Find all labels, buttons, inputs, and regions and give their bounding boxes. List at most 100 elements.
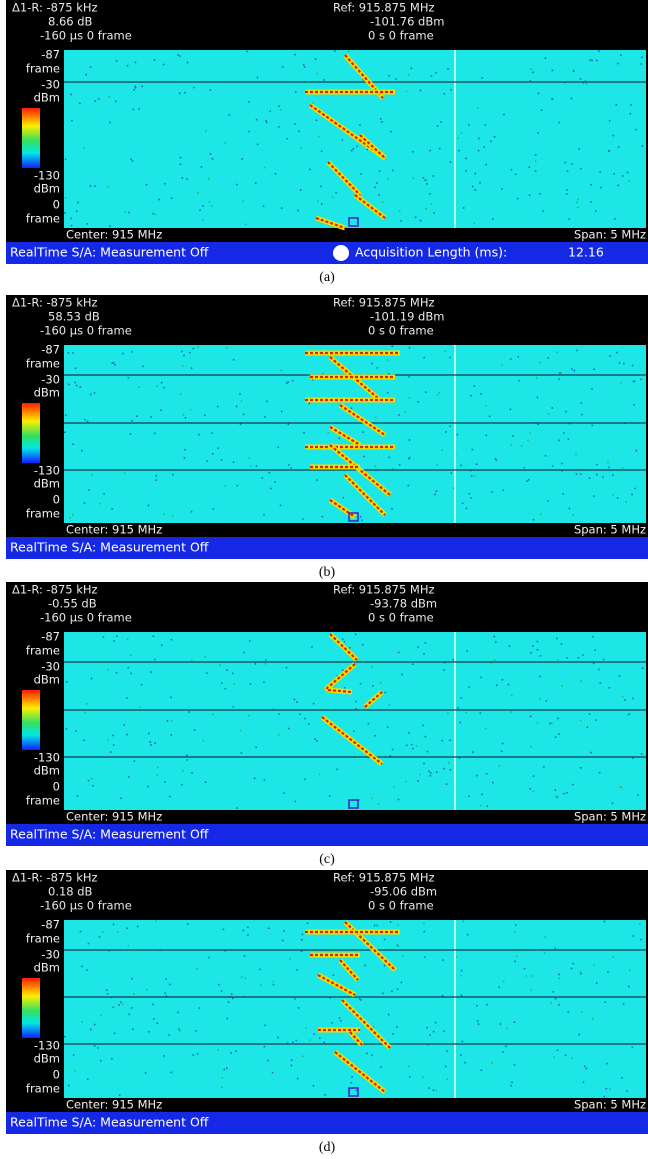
noise-dot bbox=[150, 416, 152, 418]
noise-dot bbox=[411, 743, 413, 746]
noise-dot bbox=[615, 103, 618, 106]
noise-dot bbox=[438, 391, 441, 394]
noise-dot bbox=[411, 663, 414, 665]
noise-dot bbox=[89, 393, 92, 396]
noise-dot bbox=[255, 746, 257, 749]
noise-dot bbox=[625, 501, 627, 503]
noise-dot bbox=[525, 975, 528, 977]
noise-dot bbox=[579, 719, 582, 722]
noise-dot bbox=[302, 63, 305, 66]
noise-dot bbox=[514, 960, 516, 963]
noise-dot bbox=[183, 457, 186, 459]
noise-dot bbox=[232, 461, 235, 463]
noise-dot bbox=[501, 364, 503, 366]
noise-dot bbox=[186, 61, 189, 64]
noise-dot bbox=[536, 377, 538, 379]
noise-dot bbox=[422, 1076, 424, 1079]
noise-dot bbox=[388, 704, 391, 706]
spectrogram bbox=[64, 920, 646, 1098]
status-text: RealTime S/A: Measurement Off bbox=[10, 827, 209, 842]
noise-dot bbox=[631, 364, 634, 367]
noise-dot bbox=[589, 59, 591, 61]
noise-dot bbox=[314, 738, 316, 740]
noise-dot bbox=[526, 480, 528, 482]
noise-dot bbox=[443, 669, 445, 671]
noise-dot bbox=[412, 177, 415, 179]
noise-dot bbox=[633, 380, 636, 383]
noise-dot bbox=[580, 680, 582, 682]
noise-dot bbox=[295, 91, 297, 93]
noise-dot bbox=[380, 1066, 382, 1068]
noise-dot bbox=[127, 211, 130, 214]
noise-dot bbox=[435, 771, 438, 773]
caption: (d) bbox=[319, 1140, 336, 1155]
scale-label: 0 bbox=[53, 493, 60, 507]
noise-dot bbox=[331, 1022, 333, 1024]
noise-dot bbox=[140, 683, 143, 686]
noise-dot bbox=[265, 120, 267, 122]
noise-dot bbox=[478, 137, 480, 140]
noise-dot bbox=[543, 952, 546, 954]
noise-dot bbox=[372, 685, 374, 687]
noise-dot bbox=[575, 453, 577, 455]
center-frequency: Center: 915 MHz bbox=[66, 228, 162, 242]
acquisition-label: Acquisition Length (ms): bbox=[355, 245, 507, 260]
noise-dot bbox=[536, 648, 539, 651]
noise-dot bbox=[89, 1028, 92, 1031]
noise-dot bbox=[572, 783, 574, 786]
noise-dot bbox=[192, 1054, 195, 1056]
noise-dot bbox=[152, 212, 154, 215]
noise-dot bbox=[117, 931, 119, 934]
noise-dot bbox=[338, 437, 341, 439]
noise-dot bbox=[67, 352, 70, 354]
noise-dot bbox=[361, 643, 364, 646]
noise-dot bbox=[471, 448, 474, 451]
noise-dot bbox=[388, 456, 391, 459]
noise-dot bbox=[168, 1034, 170, 1036]
span: Span: 5 MHz bbox=[574, 810, 646, 824]
noise-dot bbox=[621, 175, 624, 177]
noise-dot bbox=[404, 411, 406, 413]
noise-dot bbox=[386, 726, 389, 729]
noise-dot bbox=[283, 792, 285, 794]
noise-dot bbox=[260, 984, 262, 986]
noise-dot bbox=[226, 1067, 228, 1069]
noise-dot bbox=[530, 989, 533, 992]
noise-dot bbox=[381, 201, 384, 203]
noise-dot bbox=[602, 658, 605, 661]
noise-dot bbox=[191, 771, 193, 774]
noise-dot bbox=[419, 89, 422, 92]
noise-dot bbox=[539, 361, 541, 364]
marker-box bbox=[348, 512, 359, 522]
noise-dot bbox=[129, 654, 132, 656]
noise-dot bbox=[408, 1065, 410, 1068]
noise-dot bbox=[83, 739, 85, 742]
noise-dot bbox=[588, 713, 591, 715]
noise-dot bbox=[287, 381, 289, 383]
scale-label: -30 bbox=[41, 78, 60, 92]
noise-dot bbox=[619, 785, 622, 788]
signal-trace bbox=[327, 688, 353, 694]
noise-dot bbox=[294, 53, 296, 56]
noise-dot bbox=[74, 367, 77, 370]
noise-dot bbox=[443, 93, 446, 95]
noise-dot bbox=[556, 637, 558, 640]
status-bar bbox=[6, 824, 648, 846]
noise-dot bbox=[435, 490, 438, 492]
noise-dot bbox=[405, 780, 408, 783]
noise-dot bbox=[315, 119, 318, 122]
noise-dot bbox=[465, 711, 467, 714]
noise-dot bbox=[584, 80, 587, 82]
noise-dot bbox=[301, 938, 303, 941]
noise-dot bbox=[617, 146, 620, 148]
noise-dot bbox=[523, 466, 525, 469]
noise-dot bbox=[236, 183, 238, 186]
signal-trace bbox=[324, 663, 356, 691]
noise-dot bbox=[84, 711, 86, 714]
scale-label: frame bbox=[26, 794, 60, 808]
noise-dot bbox=[408, 346, 411, 349]
header-text: 0 s 0 frame bbox=[368, 29, 434, 43]
noise-dot bbox=[124, 211, 126, 213]
noise-dot bbox=[442, 959, 444, 961]
